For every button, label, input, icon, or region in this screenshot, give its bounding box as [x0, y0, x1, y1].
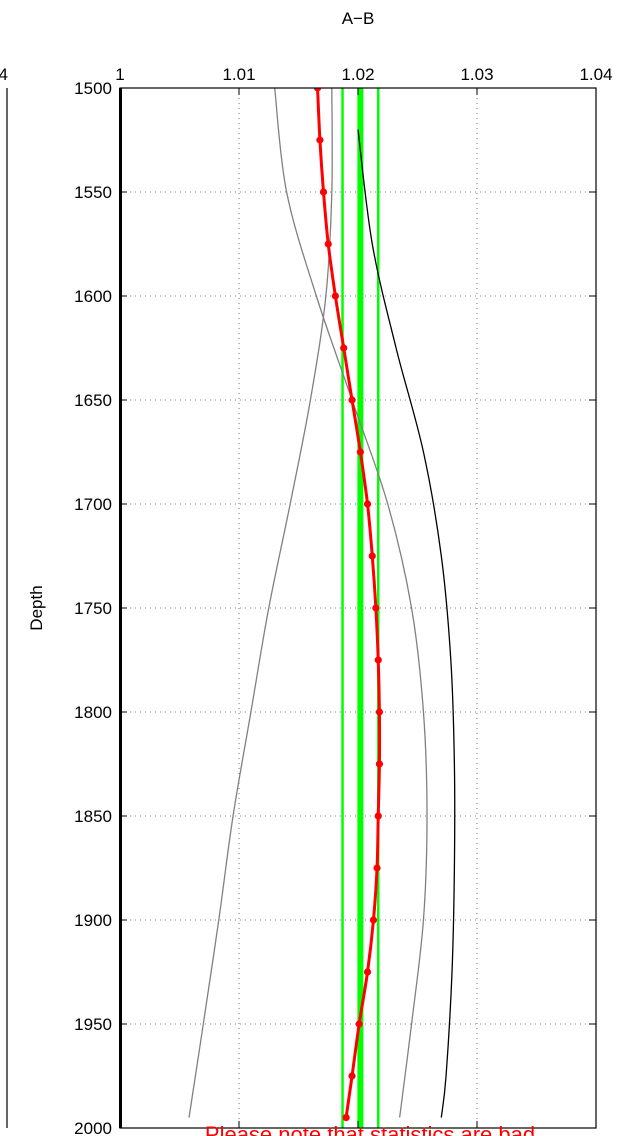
series-marker [324, 240, 332, 248]
x-tick-label: 1.02 [341, 65, 374, 84]
series-marker [368, 552, 376, 560]
series-marker [369, 916, 378, 924]
y-tick-label: 1750 [74, 599, 112, 618]
y-tick-label: 1900 [74, 911, 112, 930]
series-marker [319, 188, 328, 196]
series-marker [375, 760, 384, 768]
axis-ticks [119, 87, 597, 1129]
x-tick-label: 1.04 [579, 65, 612, 84]
y-tick-label: 1550 [74, 183, 112, 202]
series-marker [340, 344, 348, 352]
series-marker [355, 1020, 363, 1028]
series-marker [372, 604, 380, 612]
series-marker [313, 88, 322, 92]
y-tick-label: 2000 [74, 1119, 112, 1136]
series-marker [342, 1114, 350, 1122]
series-marker [374, 812, 382, 820]
series-marker [373, 864, 381, 872]
series-marker [375, 708, 384, 716]
series-marker [356, 448, 364, 456]
chart-title: A−B [342, 9, 375, 28]
data-series [188, 88, 456, 1122]
y-tick-label: 1600 [74, 287, 112, 306]
y-tick-label: 1950 [74, 1015, 112, 1034]
y-tick-labels: 1500 1550 1600 1650 1700 1750 1800 1850 1900 1950… [74, 79, 112, 1136]
y-tick-label: 1850 [74, 807, 112, 826]
series-marker [348, 1072, 356, 1080]
series-marker [316, 136, 324, 144]
y-tick-label: 1700 [74, 495, 112, 514]
y-tick-label: 1800 [74, 703, 112, 722]
y-tick-label: 1650 [74, 391, 112, 410]
x-tick-label: 1.03 [460, 65, 493, 84]
series-marker [363, 500, 372, 508]
neighbor-panel-remnant: 4 [0, 65, 8, 1128]
series-line-black [357, 129, 456, 1118]
series-marker [348, 396, 356, 404]
series-marker [374, 656, 382, 664]
statistics-note: Please note that statistics are bad [205, 1122, 535, 1136]
neighbor-panel-tick-label: 4 [0, 65, 8, 84]
series-line-gray [188, 88, 333, 1118]
y-tick-label: 1500 [74, 79, 112, 98]
x-tick-labels: 1 1.01 1.02 1.03 1.04 [115, 65, 612, 84]
x-tick-label: 1.01 [222, 65, 255, 84]
series-marker [331, 292, 339, 300]
series-line-gray [274, 88, 428, 1118]
y-axis-label: Depth [27, 585, 46, 630]
series-marker [363, 968, 372, 976]
x-tick-label: 1 [115, 65, 124, 84]
